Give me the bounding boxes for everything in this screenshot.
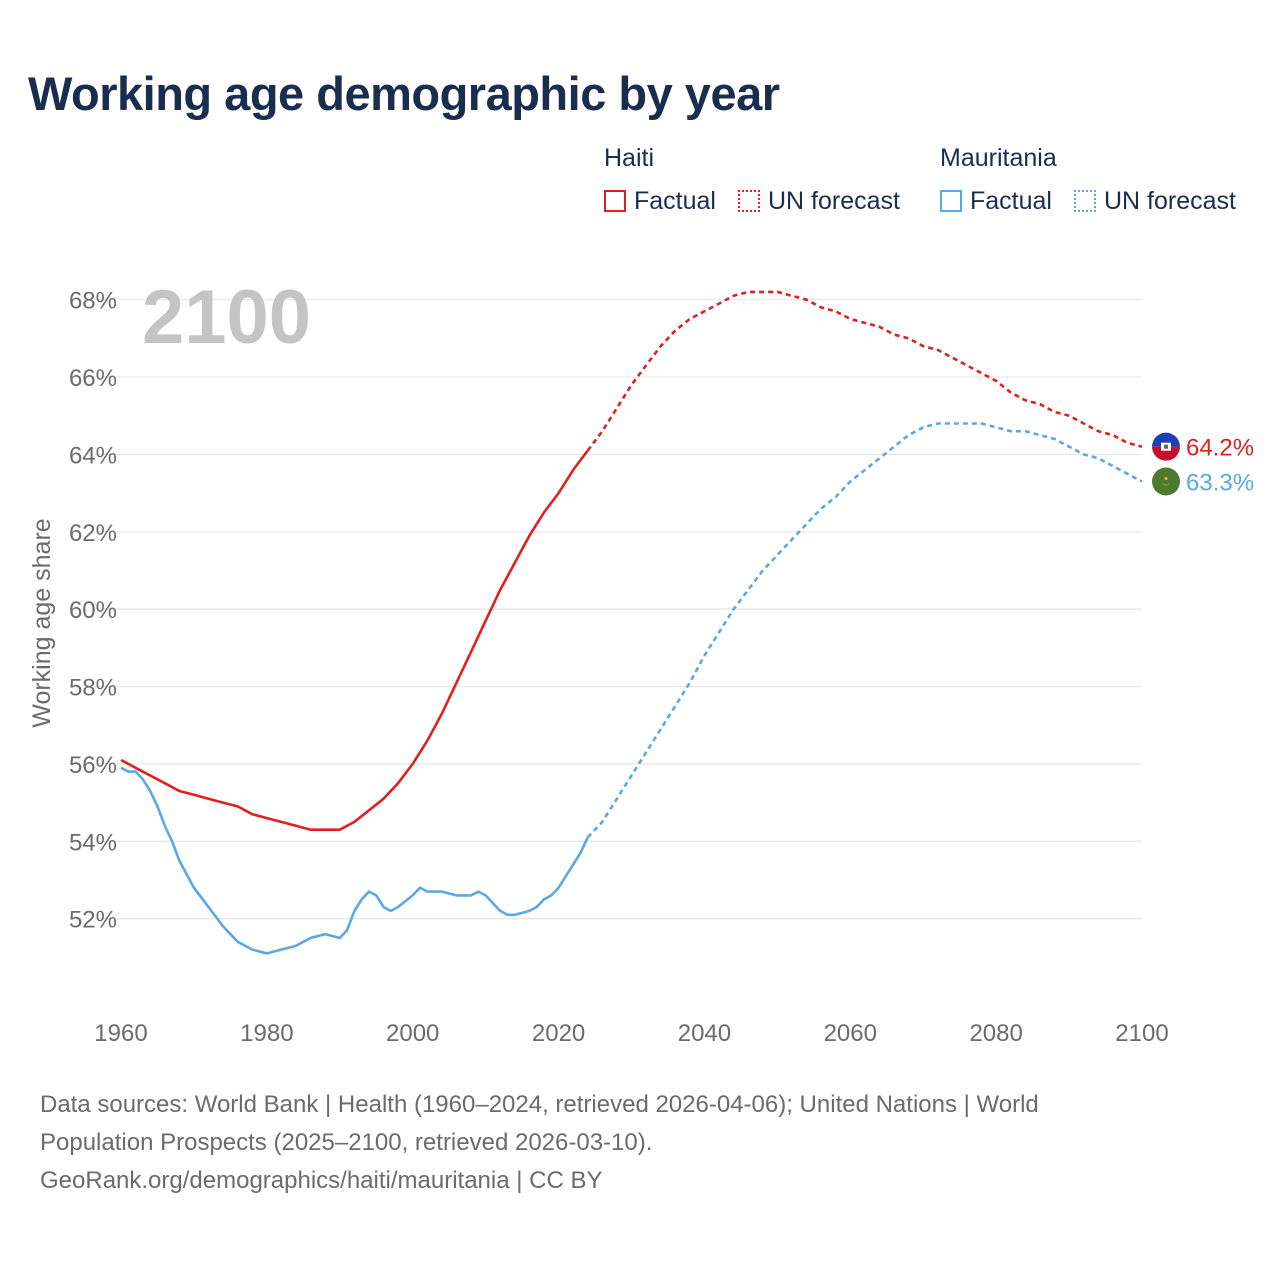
x-tick-label: 1960 — [94, 1020, 147, 1047]
legend-haiti-factual-label: Factual — [634, 186, 716, 215]
y-axis-ticks: 52% 54% 56% 58% 60% 62% 64% 66% 68% — [69, 288, 117, 934]
footer-line-1: Data sources: World Bank | Health (1960–… — [40, 1091, 1039, 1118]
x-tick-label: 2080 — [969, 1020, 1022, 1047]
series-end-markers: 64.2% 63.3% — [1152, 432, 1254, 497]
year-watermark: 2100 — [142, 275, 311, 360]
y-tick-label: 52% — [69, 907, 117, 934]
footer-line-2: Population Prospects (2025–2100, retriev… — [40, 1129, 653, 1156]
legend-mauritania-factual-swatch — [940, 190, 962, 212]
y-tick-label: 62% — [69, 520, 117, 547]
legend-mauritania-forecast-swatch — [1074, 190, 1096, 212]
x-tick-label: 2000 — [386, 1020, 439, 1047]
y-tick-label: 54% — [69, 829, 117, 856]
line-chart: 2100 52% 54% 56% 58% 60% 62% 64% 66% 68% 1960 198… — [28, 275, 1254, 1047]
legend-haiti-factual-swatch — [604, 190, 626, 212]
x-tick-label: 2060 — [824, 1020, 877, 1047]
haiti-factual-line[interactable] — [120, 449, 589, 832]
legend-mauritania-factual[interactable]: Factual — [940, 186, 1052, 216]
legend-mauritania-forecast-label: UN forecast — [1104, 186, 1236, 215]
haiti-end-label: 64.2% — [1186, 435, 1254, 462]
y-tick-label: 60% — [69, 597, 117, 624]
legend-haiti-forecast-label: UN forecast — [768, 186, 900, 215]
chart-title: Working age demographic by year — [28, 67, 780, 120]
mauritania-flag-icon — [1152, 467, 1180, 496]
x-tick-label: 2020 — [532, 1020, 585, 1047]
x-tick-label: 2100 — [1115, 1020, 1168, 1047]
haiti-flag-icon — [1152, 432, 1181, 461]
mauritania-factual-line[interactable] — [120, 766, 589, 955]
y-axis-label: Working age share — [28, 518, 56, 727]
legend-haiti-factual[interactable]: Factual — [604, 186, 716, 216]
y-tick-label: 58% — [69, 675, 117, 702]
x-tick-label: 2040 — [678, 1020, 731, 1047]
mauritania-forecast-line[interactable] — [586, 422, 1143, 839]
legend-haiti-forecast[interactable]: UN forecast — [738, 186, 900, 216]
gridlines — [95, 299, 1142, 920]
legend-haiti-forecast-swatch — [738, 190, 760, 212]
x-axis-ticks: 1960 1980 2000 2020 2040 2060 2080 2100 — [94, 1020, 1168, 1047]
y-tick-label: 56% — [69, 752, 117, 779]
y-tick-label: 64% — [69, 442, 117, 469]
footer-sources: Data sources: World Bank | Health (1960–… — [40, 1086, 1240, 1200]
x-tick-label: 1980 — [240, 1020, 293, 1047]
legend-group-mauritania: Mauritania — [940, 144, 1057, 172]
legend-mauritania-forecast[interactable]: UN forecast — [1074, 186, 1236, 216]
legend-group-haiti: Haiti — [604, 144, 655, 172]
y-tick-label: 66% — [69, 365, 117, 392]
mauritania-end-label: 63.3% — [1186, 470, 1254, 497]
haiti-forecast-line[interactable] — [586, 290, 1143, 452]
y-tick-label: 68% — [69, 288, 117, 315]
series-lines — [120, 290, 1143, 955]
legend-mauritania-factual-label: Factual — [970, 186, 1052, 215]
footer-line-3: GeoRank.org/demographics/haiti/mauritani… — [40, 1167, 603, 1194]
